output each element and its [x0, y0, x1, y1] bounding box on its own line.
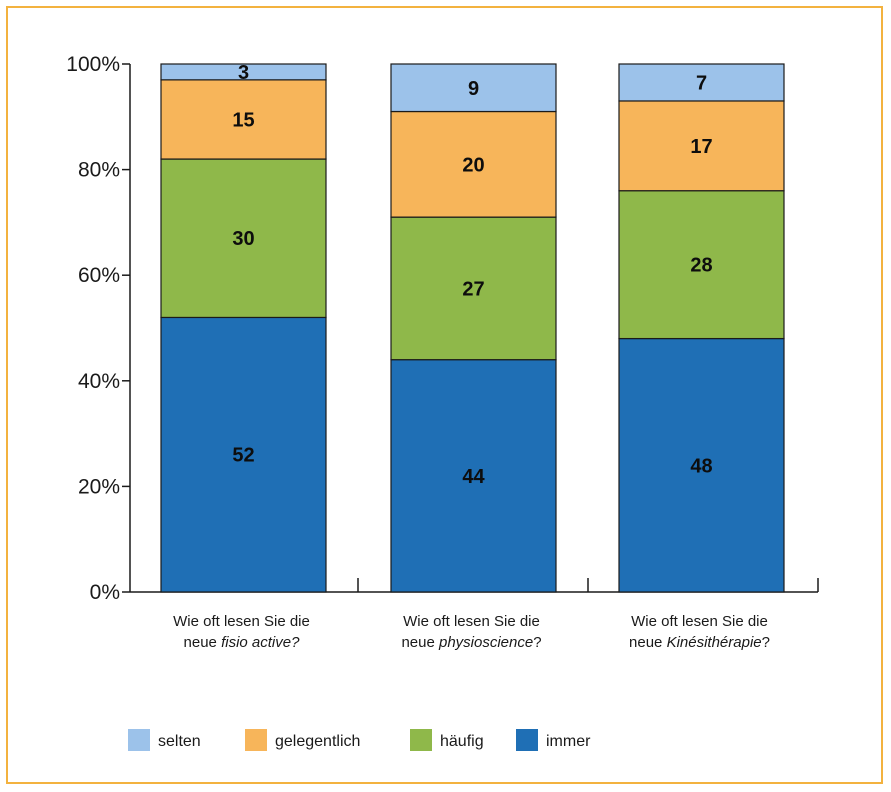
- category-labels: Wie oft lesen Sie die neue fisio active? W…: [173, 613, 770, 651]
- bar-segment-selten: [160, 63, 327, 81]
- data-label: 17: [690, 136, 712, 158]
- bar-segment-immer: [618, 337, 785, 593]
- category-label-line2: neue Kinésithérapie?: [629, 634, 770, 651]
- bars-layer: 52 30 15 3 44 27 20 9 48 28 17 7: [160, 62, 785, 593]
- y-tick-label: 100%: [66, 53, 120, 76]
- legend-label-selten: selten: [158, 733, 201, 750]
- legend-label-häufig: häufig: [440, 733, 484, 750]
- legend: selten gelegentlich häufig immer: [128, 729, 591, 751]
- bar-segment-immer: [390, 359, 557, 593]
- category-label-line2: neue physioscience?: [401, 634, 541, 651]
- y-tick-label: 20%: [78, 475, 120, 498]
- data-label: 52: [232, 445, 254, 467]
- bar-segment-immer: [160, 316, 327, 593]
- legend-label-immer: immer: [546, 733, 591, 750]
- category-label-line2: neue fisio active?: [184, 634, 301, 651]
- data-label: 27: [462, 278, 484, 300]
- y-tick-label: 40%: [78, 370, 120, 393]
- category-label-line1: Wie oft lesen Sie die: [631, 613, 768, 630]
- data-label: 7: [696, 72, 707, 94]
- y-tick-label: 60%: [78, 264, 120, 287]
- data-label: 3: [238, 62, 249, 84]
- bar-segment-gelegentlich: [390, 110, 557, 218]
- y-tick-label: 80%: [78, 159, 120, 182]
- data-label: 48: [690, 455, 712, 477]
- data-label: 28: [690, 255, 712, 277]
- legend-label-gelegentlich: gelegentlich: [275, 733, 360, 750]
- legend-swatch-gelegentlich: [245, 729, 267, 751]
- legend-swatch-immer: [516, 729, 538, 751]
- category-label-line1: Wie oft lesen Sie die: [173, 613, 310, 630]
- bar-segment-häufig: [390, 216, 557, 361]
- data-label: 30: [232, 228, 254, 250]
- category-label-line1: Wie oft lesen Sie die: [403, 613, 540, 630]
- bar-segment-häufig: [618, 190, 785, 340]
- data-label: 9: [468, 78, 479, 100]
- data-label: 44: [462, 466, 485, 488]
- legend-swatch-selten: [128, 729, 150, 751]
- bar-segment-selten: [390, 63, 557, 113]
- data-label: 20: [462, 154, 484, 176]
- legend-swatch-häufig: [410, 729, 432, 751]
- bar-segment-häufig: [160, 158, 327, 319]
- y-tick-label: 0%: [90, 581, 120, 604]
- data-label: 15: [232, 109, 254, 131]
- bar-segment-selten: [618, 63, 785, 102]
